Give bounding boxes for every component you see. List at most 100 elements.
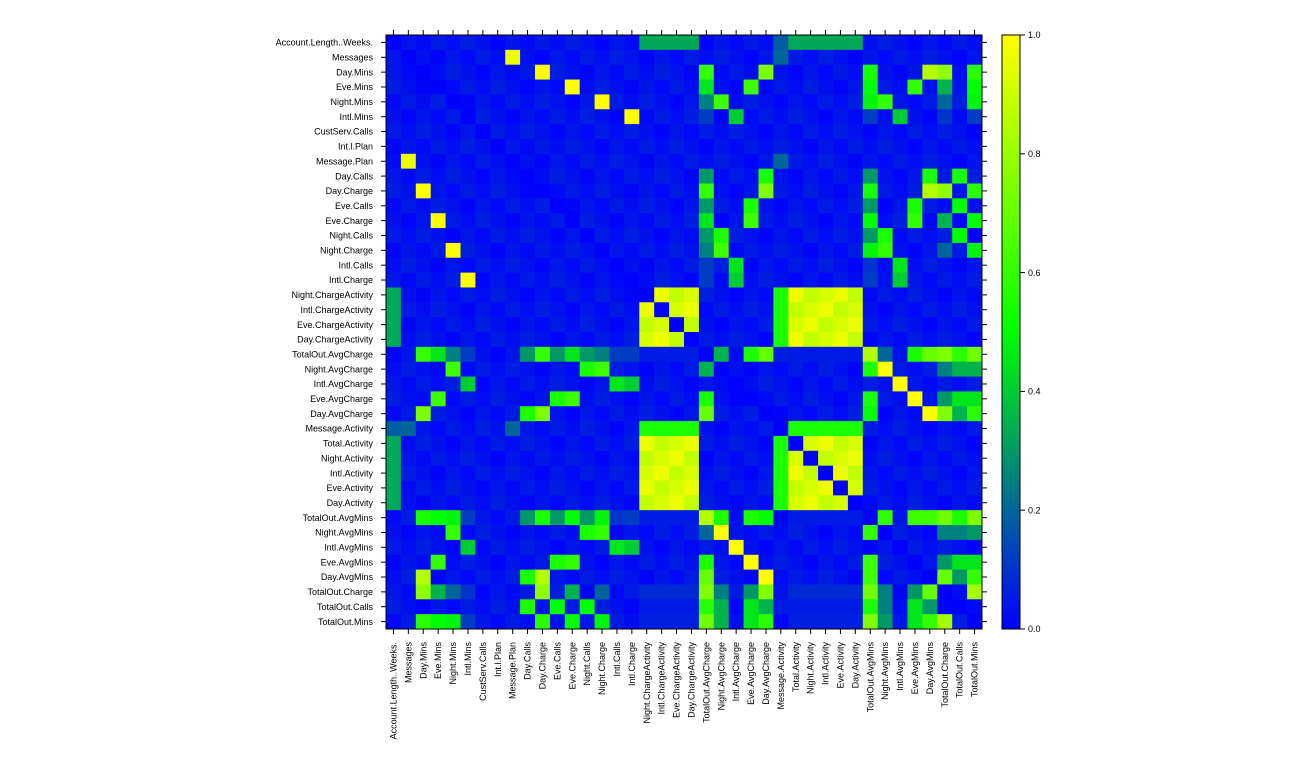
heatmap-cell <box>967 49 983 66</box>
heatmap-cell <box>758 168 774 184</box>
heatmap-cell <box>505 109 521 125</box>
heatmap-cell <box>773 138 789 155</box>
heatmap-cell <box>415 94 432 110</box>
heatmap-cell <box>609 35 625 51</box>
heatmap-cell <box>400 35 417 51</box>
y-tick-label: Intl.Activity <box>330 468 374 478</box>
heatmap-cell <box>952 257 968 273</box>
heatmap-cell <box>922 183 938 199</box>
heatmap-cell <box>520 525 536 541</box>
heatmap-cell <box>773 94 789 110</box>
heatmap-cell <box>579 406 595 422</box>
x-tick-label: Night.Charge <box>597 642 607 695</box>
heatmap-cell <box>520 138 536 155</box>
heatmap-cell <box>713 510 730 526</box>
heatmap-cell <box>937 35 953 51</box>
heatmap-cell <box>862 257 879 273</box>
heatmap-cell <box>639 435 655 452</box>
heatmap-cell <box>788 94 804 110</box>
y-tick-label: Intl.Mins <box>339 112 373 122</box>
heatmap-cell <box>788 480 804 496</box>
heatmap-cell <box>386 198 402 214</box>
heatmap-cell <box>609 49 625 66</box>
heatmap-cell <box>907 614 923 630</box>
heatmap-cell <box>758 480 774 496</box>
heatmap-cell <box>594 599 610 615</box>
heatmap-cell <box>713 361 730 377</box>
heatmap-cell <box>564 213 581 229</box>
heatmap-cell <box>922 124 938 140</box>
heatmap-cell <box>728 213 744 229</box>
heatmap-cell <box>400 242 417 259</box>
heatmap-cell <box>728 332 744 348</box>
heatmap-cell <box>847 213 864 229</box>
heatmap-cell <box>833 406 849 422</box>
heatmap-cell <box>609 465 625 481</box>
heatmap-cell <box>684 480 700 496</box>
heatmap-cell <box>564 539 581 556</box>
heatmap-cell <box>922 599 938 615</box>
heatmap-cell <box>803 406 819 422</box>
heatmap-cell <box>847 257 864 273</box>
heatmap-cell <box>713 64 730 80</box>
heatmap-cell <box>698 376 715 392</box>
heatmap-cell <box>773 539 789 556</box>
heatmap-cell <box>818 391 834 407</box>
heatmap-cell <box>728 346 744 363</box>
heatmap-cell <box>847 539 864 556</box>
heatmap-cell <box>952 183 968 199</box>
heatmap-cell <box>415 569 432 585</box>
heatmap-cell <box>415 287 432 303</box>
heatmap-cell <box>803 49 819 66</box>
heatmap-cell <box>922 302 938 318</box>
heatmap-cell <box>579 525 595 541</box>
heatmap-cell <box>609 554 625 570</box>
heatmap-cell <box>654 421 670 437</box>
heatmap-cell <box>386 109 402 125</box>
heatmap-cell <box>639 376 655 392</box>
heatmap-cell <box>490 332 506 348</box>
heatmap-cell <box>728 257 744 273</box>
heatmap-cell <box>609 272 625 288</box>
heatmap-cell <box>430 138 446 155</box>
heatmap-cell <box>907 228 923 244</box>
heatmap-cell <box>654 435 670 452</box>
x-tick-label: Day.AvgMins <box>925 642 935 695</box>
heatmap-cell <box>907 79 923 95</box>
heatmap-cell <box>847 109 864 125</box>
heatmap-cell <box>579 287 595 303</box>
heatmap-cell <box>684 435 700 452</box>
heatmap-cell <box>460 421 476 437</box>
heatmap-cell <box>505 376 521 392</box>
heatmap-cell <box>728 406 744 422</box>
heatmap-cell <box>967 272 983 288</box>
heatmap-cell <box>624 480 640 496</box>
heatmap-cell <box>475 302 491 318</box>
heatmap-cell <box>713 465 730 481</box>
heatmap-cell <box>967 525 983 541</box>
heatmap-cell <box>549 124 566 140</box>
heatmap-cell <box>907 435 923 452</box>
heatmap-cell <box>743 614 759 630</box>
heatmap-cell <box>967 79 983 95</box>
y-tick-label: TotalOut.Mins <box>318 617 374 627</box>
heatmap-cell <box>564 198 581 214</box>
heatmap-cell <box>639 346 655 363</box>
heatmap-cell <box>549 94 566 110</box>
heatmap-cell <box>758 257 774 273</box>
heatmap-cell <box>624 539 640 556</box>
heatmap-cell <box>892 346 908 363</box>
heatmap-cell <box>639 302 655 318</box>
heatmap-cell <box>400 391 417 407</box>
heatmap-cell <box>713 242 730 259</box>
heatmap-cell <box>549 272 566 288</box>
heatmap-cell <box>594 421 610 437</box>
heatmap-cell <box>505 450 521 467</box>
heatmap-cell <box>967 257 983 273</box>
x-tick-label: TotalOut.AvgCharge <box>701 642 711 723</box>
heatmap-cell <box>505 35 521 51</box>
heatmap-cell <box>535 287 551 303</box>
heatmap-cell <box>505 525 521 541</box>
heatmap-cell <box>549 109 566 125</box>
heatmap-cell <box>654 302 670 318</box>
